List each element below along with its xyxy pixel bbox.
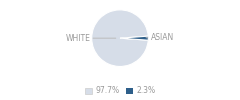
Text: ASIAN: ASIAN bbox=[146, 33, 174, 42]
Wedge shape bbox=[120, 36, 148, 40]
Wedge shape bbox=[92, 10, 148, 67]
Text: WHITE: WHITE bbox=[66, 34, 116, 43]
Legend: 97.7%, 2.3%: 97.7%, 2.3% bbox=[82, 83, 158, 98]
